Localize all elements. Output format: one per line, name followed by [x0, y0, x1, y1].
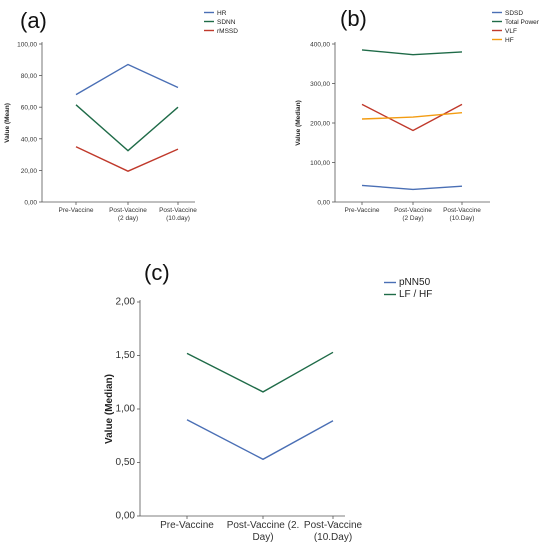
- chart-panel-2: (b) 0,00 100,00 200,00 300,00 400,00 Value (Me…: [295, 6, 540, 222]
- legend-label: HF: [505, 37, 514, 44]
- x-tick-label: Pre-Vaccine: [160, 520, 214, 531]
- series-line-sdsd: [361, 184, 463, 191]
- series-line-vlf: [361, 103, 463, 132]
- y-tick-label: 60,00: [21, 105, 38, 112]
- y-tick-label: 1,50: [116, 350, 136, 361]
- series-line-rmssd: [75, 146, 179, 172]
- legend-label: HR: [217, 10, 227, 17]
- y-tick-label: 0,00: [24, 200, 37, 207]
- y-tick-label: 0,50: [116, 457, 136, 468]
- y-tick-label: 300,00: [310, 81, 330, 88]
- panel-label: (a): [20, 8, 47, 33]
- series-line-lf-hf: [186, 351, 334, 393]
- x-tick-label: Post-Vaccine (2 day): [109, 207, 147, 222]
- x-tick-label: Pre-Vaccine: [59, 207, 94, 214]
- series-line-sdnn: [75, 104, 179, 152]
- y-axis-title: Value (Median): [295, 100, 302, 146]
- y-tick-label: 100,00: [17, 42, 37, 49]
- y-tick-label: 0,00: [317, 200, 330, 207]
- y-tick-label: 100,00: [310, 160, 330, 167]
- legend-label: SDNN: [217, 19, 236, 26]
- y-tick-label: 400,00: [310, 42, 330, 49]
- series-line-hf: [361, 112, 463, 120]
- y-tick-label: 80,00: [21, 73, 38, 80]
- y-axis-title: Value (Mean): [4, 103, 11, 143]
- panel-label: (c): [144, 260, 170, 285]
- x-tick-label: Post-Vaccine (2 Day): [394, 207, 432, 222]
- x-tick-label: Post-Vaccine (10.Day): [443, 207, 481, 222]
- y-tick-label: 0,00: [116, 511, 136, 522]
- chart-panel-3: (c) 0,00 0,50 1,00 1,50 2,00 Value (Median) Pre…: [104, 260, 432, 543]
- legend-label: VLF: [505, 28, 517, 35]
- y-tick-label: 40,00: [21, 136, 38, 143]
- y-axis-title: Value (Median): [104, 374, 115, 444]
- chart-panel-1: (a) 0,00 20,00 40,00 60,00 80,00 100,00 Value (…: [4, 8, 238, 222]
- legend-label: LF / HF: [399, 289, 432, 300]
- legend-label: rMSSD: [217, 28, 238, 35]
- y-tick-label: 20,00: [21, 168, 38, 175]
- x-tick-label: Post-Vaccine (10.Day): [304, 520, 363, 543]
- x-tick-label: Post-Vaccine (2. Day): [227, 520, 300, 543]
- x-tick-label: Pre-Vaccine: [345, 207, 380, 214]
- legend-label: Total Power: [505, 19, 540, 26]
- series-line-hr: [75, 63, 179, 96]
- y-tick-label: 200,00: [310, 121, 330, 128]
- x-tick-label: Post-Vaccine (10.day): [159, 207, 197, 222]
- series-line-total-power: [361, 49, 463, 56]
- legend-label: SDSD: [505, 10, 523, 17]
- series-line-pnn50: [186, 419, 334, 461]
- panel-label: (b): [340, 6, 367, 31]
- legend-label: pNN50: [399, 277, 431, 288]
- y-tick-label: 2,00: [116, 297, 136, 308]
- y-tick-label: 1,00: [116, 404, 136, 415]
